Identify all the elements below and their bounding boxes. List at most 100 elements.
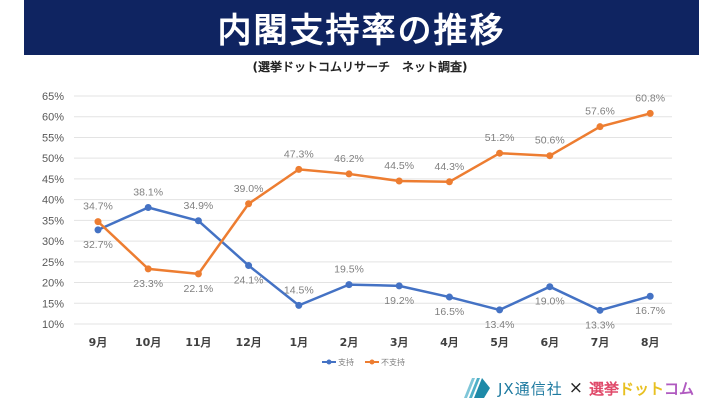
y-tick-label: 60% xyxy=(42,112,64,124)
data-point xyxy=(245,262,253,270)
data-label: 23.3% xyxy=(133,278,163,290)
series-support xyxy=(94,204,654,314)
y-tick-label: 30% xyxy=(42,236,64,248)
logo-cross: × xyxy=(568,378,583,398)
data-labels: 32.7% 38.1% 34.9% 24.1% 14.5% 19.5% 19.2% 16.5%… xyxy=(83,92,665,331)
data-point xyxy=(395,282,403,290)
data-label: 19.0% xyxy=(535,296,565,308)
data-label: 16.5% xyxy=(435,306,465,318)
y-tick-label: 35% xyxy=(42,215,64,227)
legend-label: 不支持 xyxy=(381,357,405,367)
data-point xyxy=(496,306,504,314)
x-tick-label: 3月 xyxy=(390,336,409,349)
data-label: 46.2% xyxy=(334,153,364,165)
data-label: 60.8% xyxy=(635,92,665,104)
data-label: 50.6% xyxy=(535,135,565,147)
data-label: 24.1% xyxy=(234,275,264,287)
legend-item: 支持 xyxy=(322,357,354,367)
data-label: 47.3% xyxy=(284,148,314,160)
data-label: 34.7% xyxy=(83,201,113,213)
data-point xyxy=(345,170,353,178)
data-point xyxy=(445,293,453,301)
data-point xyxy=(144,265,152,273)
data-label: 16.7% xyxy=(635,305,665,317)
data-point xyxy=(295,165,303,173)
data-point xyxy=(445,178,453,186)
x-tick-label: 12月 xyxy=(235,336,261,349)
data-point xyxy=(194,270,202,278)
y-tick-label: 10% xyxy=(42,319,64,331)
data-point xyxy=(245,200,253,208)
y-tick-label: 65% xyxy=(42,91,64,103)
data-point xyxy=(596,123,604,131)
data-label: 34.9% xyxy=(184,200,214,212)
y-tick-label: 40% xyxy=(42,195,64,207)
data-label: 39.0% xyxy=(234,183,264,195)
data-label: 19.2% xyxy=(384,295,414,307)
y-tick-label: 55% xyxy=(42,132,64,144)
data-label: 32.7% xyxy=(83,239,113,251)
data-point xyxy=(94,226,102,234)
legend-label: 支持 xyxy=(338,357,354,367)
y-tick-label: 45% xyxy=(42,174,64,186)
data-label: 51.2% xyxy=(485,132,515,144)
chart-subtitle: (選挙ドットコムリサーチ ネット調査) xyxy=(252,60,468,74)
y-tick-label: 20% xyxy=(42,278,64,290)
x-tick-label: 11月 xyxy=(185,336,211,349)
x-tick-label: 4月 xyxy=(440,336,459,349)
data-point xyxy=(295,301,303,309)
data-label: 22.1% xyxy=(184,283,214,295)
data-label: 38.1% xyxy=(133,187,163,199)
series-line xyxy=(97,112,651,276)
x-tick-label: 7月 xyxy=(591,336,610,349)
footer-logo: JX通信社 × 選挙ドットコム xyxy=(462,375,694,401)
x-tick-label: 9月 xyxy=(89,336,108,349)
legend: 支持 不支持 xyxy=(322,357,405,367)
page-title: 内閣支持率の推移 xyxy=(217,11,506,51)
data-label: 44.3% xyxy=(435,161,465,173)
x-tick-label: 8月 xyxy=(641,336,660,349)
x-tick-label: 5月 xyxy=(490,336,509,349)
legend-item: 不支持 xyxy=(365,357,405,367)
series-nonsupport xyxy=(94,109,654,278)
data-label: 14.5% xyxy=(284,284,314,296)
data-point xyxy=(496,149,504,157)
data-point xyxy=(546,152,554,160)
data-point xyxy=(395,177,403,185)
data-label: 13.3% xyxy=(585,319,615,331)
data-point xyxy=(194,217,202,225)
data-label: 13.4% xyxy=(485,319,515,331)
series-group xyxy=(94,109,654,314)
y-axis-ticks: 10% 15% 20% 25% 30% 35% 40% 45% 50% 55% 60% 65% xyxy=(42,91,64,331)
data-point xyxy=(345,281,353,289)
jx-logo-icon xyxy=(464,378,490,398)
gridlines xyxy=(74,95,672,325)
legend-marker xyxy=(369,359,375,365)
logo-senkyo-dotcom: 選挙ドットコム xyxy=(589,378,694,399)
data-label: 57.6% xyxy=(585,106,615,118)
x-axis-ticks: 9月 10月 11月 12月 1月 2月 3月 4月 5月 6月 7月 8月 xyxy=(89,336,660,349)
data-point xyxy=(546,283,554,291)
data-point xyxy=(144,204,152,212)
legend-marker xyxy=(326,359,332,365)
logo-sen-part: コム xyxy=(663,379,694,398)
data-label: 19.5% xyxy=(334,264,364,276)
data-label: 44.5% xyxy=(384,160,414,172)
series-line xyxy=(97,206,651,312)
x-tick-label: 10月 xyxy=(135,336,161,349)
logo-sen-part: ドット xyxy=(618,379,664,398)
y-tick-label: 15% xyxy=(42,298,64,310)
data-point xyxy=(646,109,654,117)
data-point xyxy=(646,292,654,300)
title-banner: 内閣支持率の推移 xyxy=(24,0,699,55)
data-point xyxy=(94,218,102,226)
logo-jx-text: JX通信社 xyxy=(498,379,563,398)
x-tick-label: 6月 xyxy=(540,336,559,349)
y-tick-label: 25% xyxy=(42,257,64,269)
y-tick-label: 50% xyxy=(42,153,64,165)
logo-sen-part: 選挙 xyxy=(588,379,619,398)
x-tick-label: 2月 xyxy=(340,336,359,349)
data-point xyxy=(596,306,604,314)
x-tick-label: 1月 xyxy=(289,336,308,349)
